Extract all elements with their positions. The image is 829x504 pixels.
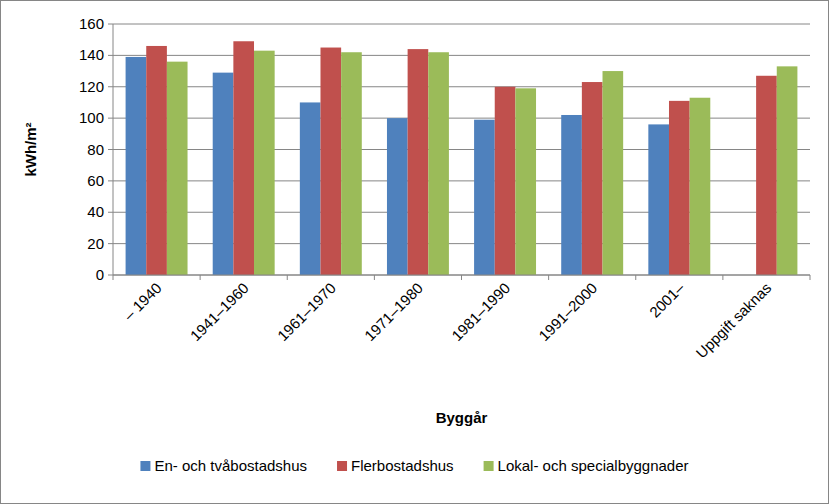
chart: 0 20 40 60 80 100 120 140 160 – 1940 1941–1960 1961…	[0, 0, 829, 504]
bar	[603, 71, 624, 275]
bar	[146, 46, 167, 275]
bar	[408, 49, 429, 275]
x-axis-title: Byggår	[436, 409, 488, 426]
bar	[756, 76, 777, 275]
legend: En- och tvåbostadshus Flerbostadshus Lokal…	[140, 457, 688, 474]
bar	[690, 98, 711, 275]
y-tick-label: 60	[87, 172, 104, 189]
bar	[126, 57, 147, 275]
bars	[126, 41, 798, 275]
legend-swatch	[337, 461, 347, 471]
x-tick	[461, 275, 462, 280]
bar	[254, 51, 275, 275]
bar	[300, 102, 321, 275]
y-tick	[108, 149, 113, 150]
grid-line	[113, 24, 810, 25]
x-tick	[374, 275, 375, 280]
y-tick	[108, 275, 113, 276]
x-tick-label: 2001–	[646, 279, 688, 321]
y-tick-label: 20	[87, 235, 104, 252]
y-tick	[108, 24, 113, 25]
y-tick	[108, 243, 113, 244]
y-tick	[108, 55, 113, 56]
x-tick	[113, 275, 114, 280]
bar	[428, 52, 449, 275]
bar	[167, 62, 188, 275]
bar	[495, 87, 516, 275]
legend-label: Flerbostadshus	[351, 457, 454, 474]
x-tick	[200, 275, 201, 280]
y-tick-label: 40	[87, 203, 104, 220]
bar	[341, 52, 362, 275]
x-tick	[635, 275, 636, 280]
y-tick-label: 140	[79, 46, 104, 63]
legend-label: Lokal- och specialbyggnader	[498, 457, 689, 474]
bar	[777, 66, 798, 275]
x-tick	[810, 275, 811, 280]
y-tick-label: 160	[79, 15, 104, 32]
y-tick-label: 100	[79, 109, 104, 126]
bar	[669, 101, 690, 275]
bar	[582, 82, 603, 275]
x-tick-label: 1971–1980	[361, 279, 426, 344]
bar	[320, 48, 341, 275]
x-tick-label: 1941–1960	[187, 279, 252, 344]
bar	[213, 73, 234, 275]
y-axis	[113, 24, 114, 275]
grid-line	[113, 55, 810, 56]
bar	[561, 115, 582, 275]
bar	[233, 41, 254, 275]
y-tick	[108, 86, 113, 87]
y-tick-label: 80	[87, 141, 104, 158]
x-tick-label: 1981–1990	[448, 279, 513, 344]
x-tick	[548, 275, 549, 280]
x-tick	[287, 275, 288, 280]
bar	[387, 118, 408, 275]
y-tick	[108, 212, 113, 213]
x-tick-label: – 1940	[120, 279, 164, 323]
x-tick	[722, 275, 723, 280]
y-tick-label: 120	[79, 78, 104, 95]
x-tick-label: Uppgift saknas	[692, 279, 774, 361]
bar	[648, 124, 669, 275]
chart-border	[1, 1, 829, 504]
legend-swatch	[140, 461, 150, 471]
legend-swatch	[484, 461, 494, 471]
x-tick-label: 1991–2000	[535, 279, 600, 344]
y-tick-label: 0	[96, 266, 104, 283]
y-tick	[108, 180, 113, 181]
x-tick-label: 1961–1970	[274, 279, 339, 344]
bar	[474, 120, 495, 275]
y-tick	[108, 118, 113, 119]
y-axis-title: kWh/m²	[22, 122, 39, 176]
bar	[515, 88, 536, 275]
legend-label: En- och tvåbostadshus	[154, 457, 307, 474]
